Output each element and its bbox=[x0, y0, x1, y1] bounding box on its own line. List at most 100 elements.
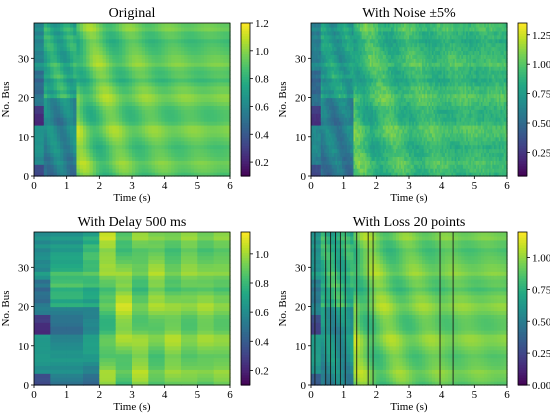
heatmap-cell bbox=[223, 172, 228, 177]
heatmap-cell bbox=[345, 156, 348, 161]
heatmap-cell bbox=[181, 81, 185, 87]
heatmap-cell bbox=[410, 97, 413, 103]
heatmap-cell bbox=[63, 93, 68, 99]
heatmap-cell bbox=[350, 148, 353, 154]
heatmap-cell bbox=[314, 74, 317, 79]
heatmap-cell bbox=[190, 172, 195, 177]
heatmap-cell bbox=[141, 140, 146, 146]
heatmap-cell bbox=[377, 46, 381, 52]
heatmap-cell bbox=[311, 125, 314, 130]
heatmap-cell bbox=[138, 156, 143, 161]
heatmap-cell bbox=[125, 38, 130, 44]
heatmap-cell bbox=[190, 38, 195, 44]
heatmap-cell bbox=[399, 132, 402, 138]
heatmap-cell bbox=[203, 30, 208, 36]
heatmap-cell bbox=[151, 74, 156, 79]
heatmap-cell bbox=[128, 113, 133, 118]
heatmap-cell bbox=[187, 30, 192, 36]
heatmap-cell bbox=[319, 42, 322, 48]
heatmap-cell bbox=[373, 62, 376, 67]
heatmap-cell bbox=[395, 62, 399, 67]
heatmap-cell bbox=[317, 70, 320, 75]
heatmap-cell bbox=[118, 26, 123, 32]
heatmap-cell bbox=[369, 152, 373, 157]
heatmap-cell bbox=[174, 105, 179, 110]
heatmap-cell bbox=[377, 156, 381, 161]
heatmap-cell bbox=[60, 26, 64, 32]
heatmap-cell bbox=[366, 85, 369, 91]
heatmap-cell bbox=[399, 109, 402, 114]
heatmap-cell bbox=[382, 144, 386, 150]
heatmap-cell bbox=[348, 77, 351, 83]
heatmap-cell bbox=[43, 85, 48, 91]
heatmap-cell bbox=[389, 89, 392, 95]
heatmap-cell bbox=[346, 117, 350, 122]
heatmap-cell bbox=[328, 26, 332, 32]
heatmap-cell bbox=[324, 74, 327, 79]
heatmap-cell bbox=[415, 136, 418, 142]
heatmap-cell bbox=[184, 62, 189, 67]
heatmap-cell bbox=[141, 105, 146, 110]
heatmap-cell bbox=[151, 77, 156, 83]
heatmap-cell bbox=[351, 160, 355, 165]
heatmap-cell bbox=[138, 30, 143, 36]
heatmap-cell bbox=[361, 113, 364, 118]
heatmap-cell bbox=[181, 58, 185, 63]
heatmap-cell bbox=[220, 38, 225, 44]
heatmap-cell bbox=[200, 121, 205, 126]
heatmap-cell bbox=[194, 105, 198, 110]
heatmap-cell bbox=[391, 81, 394, 87]
heatmap-cell bbox=[174, 77, 179, 83]
heatmap-cell bbox=[342, 121, 345, 126]
heatmap-cell bbox=[187, 89, 192, 95]
heatmap-cells bbox=[311, 23, 508, 177]
heatmap-cell bbox=[63, 164, 68, 169]
heatmap-cell bbox=[216, 136, 221, 142]
heatmap-cell bbox=[50, 113, 55, 118]
heatmap-cell bbox=[368, 62, 371, 67]
heatmap-cell bbox=[197, 128, 202, 134]
heatmap-cell bbox=[148, 164, 153, 169]
heatmap-cell bbox=[417, 148, 420, 154]
heatmap-cell bbox=[377, 172, 381, 177]
heatmap-cell bbox=[325, 172, 328, 177]
heatmap-cell bbox=[412, 105, 415, 110]
heatmap-cell bbox=[358, 160, 361, 165]
heatmap-cell bbox=[138, 128, 143, 134]
heatmap-cell bbox=[353, 30, 356, 36]
heatmap-cell bbox=[311, 30, 314, 36]
heatmap-cell bbox=[220, 30, 225, 36]
heatmap-cell bbox=[360, 26, 363, 32]
heatmap-cell bbox=[358, 74, 361, 79]
heatmap-cell bbox=[413, 34, 417, 40]
heatmap-cell bbox=[394, 30, 397, 36]
heatmap-cell bbox=[338, 89, 341, 95]
heatmap-cell bbox=[203, 152, 208, 157]
heatmap-cell bbox=[348, 125, 351, 130]
heatmap-cell bbox=[397, 66, 400, 71]
colorbar-segment bbox=[241, 155, 250, 159]
heatmap-cell bbox=[394, 85, 397, 91]
heatmap-cell bbox=[60, 164, 64, 169]
heatmap-cell bbox=[181, 105, 185, 110]
heatmap-cell bbox=[167, 93, 172, 99]
heatmap-cell bbox=[73, 168, 78, 173]
heatmap-cell bbox=[379, 62, 382, 67]
heatmap-cell bbox=[154, 62, 159, 67]
heatmap-cell bbox=[409, 42, 412, 48]
heatmap-cell bbox=[210, 132, 215, 138]
heatmap-cell bbox=[360, 58, 363, 63]
heatmap-cell bbox=[332, 77, 335, 83]
heatmap-cell bbox=[154, 144, 159, 150]
heatmap-cell bbox=[355, 30, 358, 36]
heatmap-cell bbox=[322, 164, 325, 169]
heatmap-cell bbox=[314, 54, 317, 59]
heatmap-cell bbox=[335, 66, 338, 71]
heatmap-cell bbox=[79, 101, 84, 106]
heatmap-cell bbox=[112, 42, 117, 48]
heatmap-cell bbox=[138, 164, 143, 169]
heatmap-cell bbox=[392, 62, 395, 67]
heatmap-cell bbox=[148, 113, 153, 118]
heatmap-cell bbox=[125, 54, 130, 59]
heatmap-cell bbox=[395, 140, 399, 146]
